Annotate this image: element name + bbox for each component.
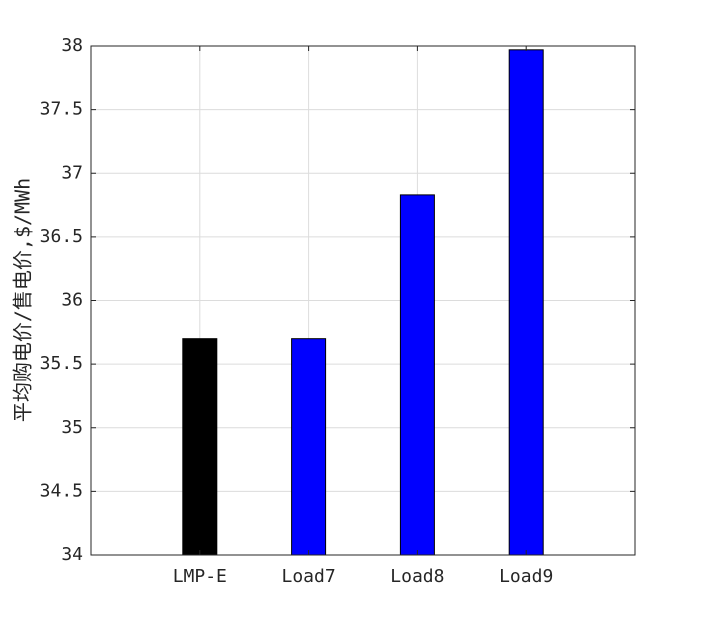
bar-load7 bbox=[291, 338, 327, 556]
y-tick-label: 37 bbox=[61, 162, 83, 183]
x-tick-label: Load8 bbox=[390, 566, 444, 587]
y-axis-label: 平均购电价/售电价,$/MWh bbox=[11, 178, 35, 422]
y-tick-label: 37.5 bbox=[40, 99, 83, 120]
y-tick-label: 36 bbox=[61, 290, 83, 311]
y-tick-label: 35.5 bbox=[40, 353, 83, 374]
y-axis-label-group: 平均购电价/售电价,$/MWh bbox=[11, 178, 35, 422]
y-tick-label: 36.5 bbox=[40, 226, 83, 247]
axis-ticks: 34 34.5 35 35.5 36 36.5 37 37.5 38 LMP-E Load7 Load… bbox=[40, 35, 635, 587]
y-tick-label: 34.5 bbox=[40, 480, 83, 501]
y-tick-label: 34 bbox=[61, 544, 83, 565]
bar-load9 bbox=[508, 49, 544, 556]
x-tick-label: LMP-E bbox=[173, 566, 227, 587]
y-tick-label: 35 bbox=[61, 417, 83, 438]
x-tick-label: Load9 bbox=[499, 566, 553, 587]
x-tick-label: Load7 bbox=[282, 566, 336, 587]
bar-load8 bbox=[399, 194, 435, 556]
bar-lmp-e bbox=[182, 338, 218, 556]
y-tick-label: 38 bbox=[61, 35, 83, 56]
bar-series bbox=[182, 49, 544, 556]
